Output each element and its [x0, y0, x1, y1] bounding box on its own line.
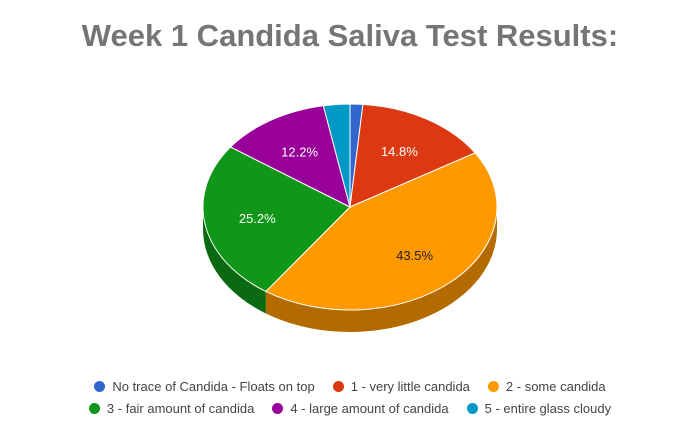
legend-item-no-trace-of-candida-floats-on-top[interactable]: No trace of Candida - Floats on top	[94, 379, 315, 394]
legend-label: 2 - some candida	[505, 379, 606, 394]
legend-item-4-large-amount-of-candida[interactable]: 4 - large amount of candida	[272, 401, 449, 416]
pie-plot: 14.8% 43.5% 25.2% 12.2%	[202, 103, 498, 332]
slice-label-3-fair-amount-of-candida: 25.2%	[239, 211, 276, 226]
legend-item-2-some-candida[interactable]: 2 - some candida	[487, 379, 606, 394]
legend-swatch-icon	[88, 403, 100, 414]
legend-label: 3 - fair amount of candida	[106, 401, 255, 416]
legend-item-1-very-little-candida[interactable]: 1 - very little candida	[332, 379, 470, 394]
legend-item-5-entire-glass-cloudy[interactable]: 5 - entire glass cloudy	[466, 401, 612, 416]
legend-label: No trace of Candida - Floats on top	[112, 379, 315, 394]
pie-side-3-fair-amount-of-candida	[203, 207, 266, 314]
legend-swatch-icon	[94, 381, 106, 392]
legend-label: 4 - large amount of candida	[290, 401, 449, 416]
legend-swatch-icon	[466, 403, 478, 414]
pie-slice-3-fair-amount-of-candida[interactable]	[202, 146, 351, 293]
slice-label-4-large-amount-of-candida: 12.2%	[281, 144, 318, 159]
legend-row-2: 3 - fair amount of candida 4 - large amou…	[0, 401, 700, 416]
legend-label: 1 - very little candida	[350, 379, 470, 394]
pie-slice-2-some-candida[interactable]	[265, 152, 498, 311]
pie-side-2-some-candida	[265, 207, 497, 332]
slice-label-1-very-little-candida: 14.8%	[381, 144, 418, 159]
legend-swatch-icon	[332, 381, 344, 392]
chart-title: Week 1 Candida Saliva Test Results:	[81, 18, 619, 53]
pie-slice-1-very-little-candida[interactable]	[349, 103, 476, 208]
legend-row-1: No trace of Candida - Floats on top 1 - v…	[0, 379, 700, 394]
legend-swatch-icon	[272, 403, 284, 414]
legend-label: 5 - entire glass cloudy	[484, 401, 612, 416]
pie-slice-5-entire-glass-cloudy[interactable]	[322, 103, 351, 208]
slice-label-2-some-candida: 43.5%	[396, 248, 433, 263]
legend-item-3-fair-amount-of-candida[interactable]: 3 - fair amount of candida	[88, 401, 255, 416]
legend-swatch-icon	[487, 381, 499, 392]
pie-slice-4-large-amount-of-candida[interactable]	[229, 105, 351, 208]
